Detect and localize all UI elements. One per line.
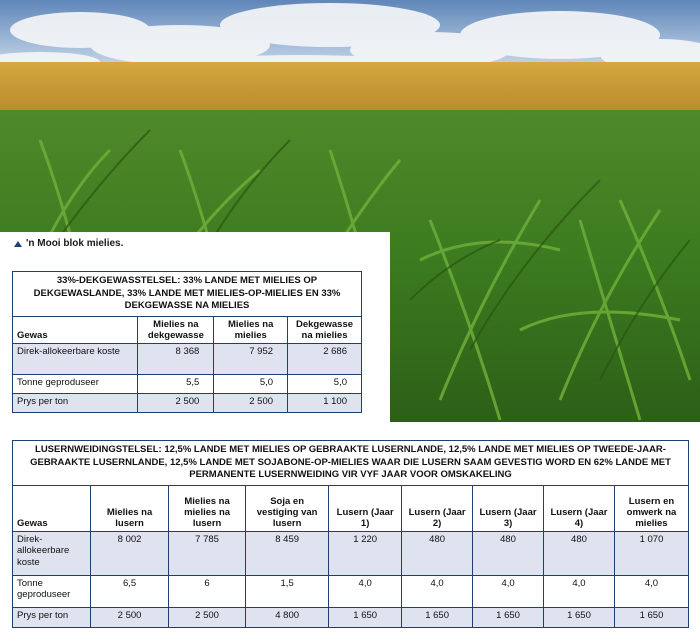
table-cell: 8 002 bbox=[90, 530, 170, 576]
table-cell: 2 500 bbox=[168, 606, 247, 628]
table-cell: 4,0 bbox=[543, 574, 615, 608]
table-row: Direk-allokeerbare koste 8 368 7 952 2 6… bbox=[11, 342, 362, 375]
table-cell: 480 bbox=[543, 530, 615, 576]
table-title: 33%-DEKGEWASSTELSEL: 33% LANDE MET MIELI… bbox=[12, 271, 362, 317]
table-cell: 1 650 bbox=[472, 606, 545, 628]
column-header: Mielies na dekgewasse bbox=[137, 315, 215, 344]
table-cell: 1 650 bbox=[328, 606, 403, 628]
table-cell: 4,0 bbox=[472, 574, 545, 608]
column-header: Lusern (Jaar 2) bbox=[401, 484, 474, 532]
table-cell: 2 500 bbox=[90, 606, 170, 628]
table-cell: 2 500 bbox=[213, 392, 289, 413]
table-row: Direk-allokeerbare koste 8 002 7 785 8 4… bbox=[11, 530, 690, 576]
column-header: Lusern en omwerk na mielies bbox=[613, 484, 690, 532]
column-header: Mielies na mielies na lusern bbox=[168, 484, 247, 532]
lucerne-grazing-system-table: LUSERNWEIDINGSTELSEL: 12,5% LANDE MET MI… bbox=[11, 440, 690, 628]
row-label: Prys per ton bbox=[11, 606, 92, 628]
table-cell: 8 459 bbox=[245, 530, 330, 576]
table-cell: 1 650 bbox=[401, 606, 474, 628]
column-header: Gewas bbox=[11, 315, 139, 344]
table-row: Prys per ton 2 500 2 500 1 100 bbox=[11, 392, 362, 413]
table-row: Prys per ton 2 500 2 500 4 800 1 650 1 6… bbox=[11, 606, 690, 628]
row-label: Tonne geproduseer bbox=[11, 574, 92, 608]
table-cell: 1 650 bbox=[543, 606, 615, 628]
column-header: Mielies na mielies bbox=[213, 315, 289, 344]
table-cell: 4,0 bbox=[613, 574, 690, 608]
caption-text: 'n Mooi blok mielies. bbox=[26, 238, 124, 249]
table-title: LUSERNWEIDINGSTELSEL: 12,5% LANDE MET MI… bbox=[12, 440, 689, 486]
row-label: Prys per ton bbox=[11, 392, 139, 413]
table-cell: 1,5 bbox=[245, 574, 330, 608]
column-header: Dekgewasse na mielies bbox=[287, 315, 362, 344]
column-header: Mielies na lusern bbox=[90, 484, 170, 532]
table-cell: 5,5 bbox=[137, 373, 215, 394]
table-cell: 4,0 bbox=[401, 574, 474, 608]
table-cell: 2 686 bbox=[287, 342, 362, 375]
triangle-up-icon bbox=[14, 240, 22, 247]
table-cell: 1 650 bbox=[613, 606, 690, 628]
column-header: Lusern (Jaar 3) bbox=[472, 484, 545, 532]
table-cell: 1 070 bbox=[613, 530, 690, 576]
table-cell: 2 500 bbox=[137, 392, 215, 413]
row-label: Direk-allokeerbare koste bbox=[11, 342, 139, 375]
cover-crop-system-table: 33%-DEKGEWASSTELSEL: 33% LANDE MET MIELI… bbox=[11, 271, 362, 413]
table-cell: 480 bbox=[401, 530, 474, 576]
column-header: Lusern (Jaar 4) bbox=[543, 484, 615, 532]
table-cell: 4 800 bbox=[245, 606, 330, 628]
table-cell: 480 bbox=[472, 530, 545, 576]
row-label: Direk-allokeerbare koste bbox=[11, 530, 92, 576]
table-cell: 7 785 bbox=[168, 530, 247, 576]
table-cell: 5,0 bbox=[213, 373, 289, 394]
column-header: Lusern (Jaar 1) bbox=[328, 484, 403, 532]
table-row: Tonne geproduseer 5,5 5,0 5,0 bbox=[11, 373, 362, 394]
table-row: Tonne geproduseer 6,5 6 1,5 4,0 4,0 4,0 … bbox=[11, 574, 690, 608]
table-cell: 4,0 bbox=[328, 574, 403, 608]
table-cell: 8 368 bbox=[137, 342, 215, 375]
table-cell: 1 220 bbox=[328, 530, 403, 576]
table-cell: 5,0 bbox=[287, 373, 362, 394]
column-header: Gewas bbox=[11, 484, 92, 532]
row-label: Tonne geproduseer bbox=[11, 373, 139, 394]
photo-caption: 'n Mooi blok mielies. bbox=[14, 238, 123, 249]
table-cell: 6,5 bbox=[90, 574, 170, 608]
table-cell: 6 bbox=[168, 574, 247, 608]
column-header: Soja en vestiging van lusern bbox=[245, 484, 330, 532]
table-cell: 1 100 bbox=[287, 392, 362, 413]
table-cell: 7 952 bbox=[213, 342, 289, 375]
